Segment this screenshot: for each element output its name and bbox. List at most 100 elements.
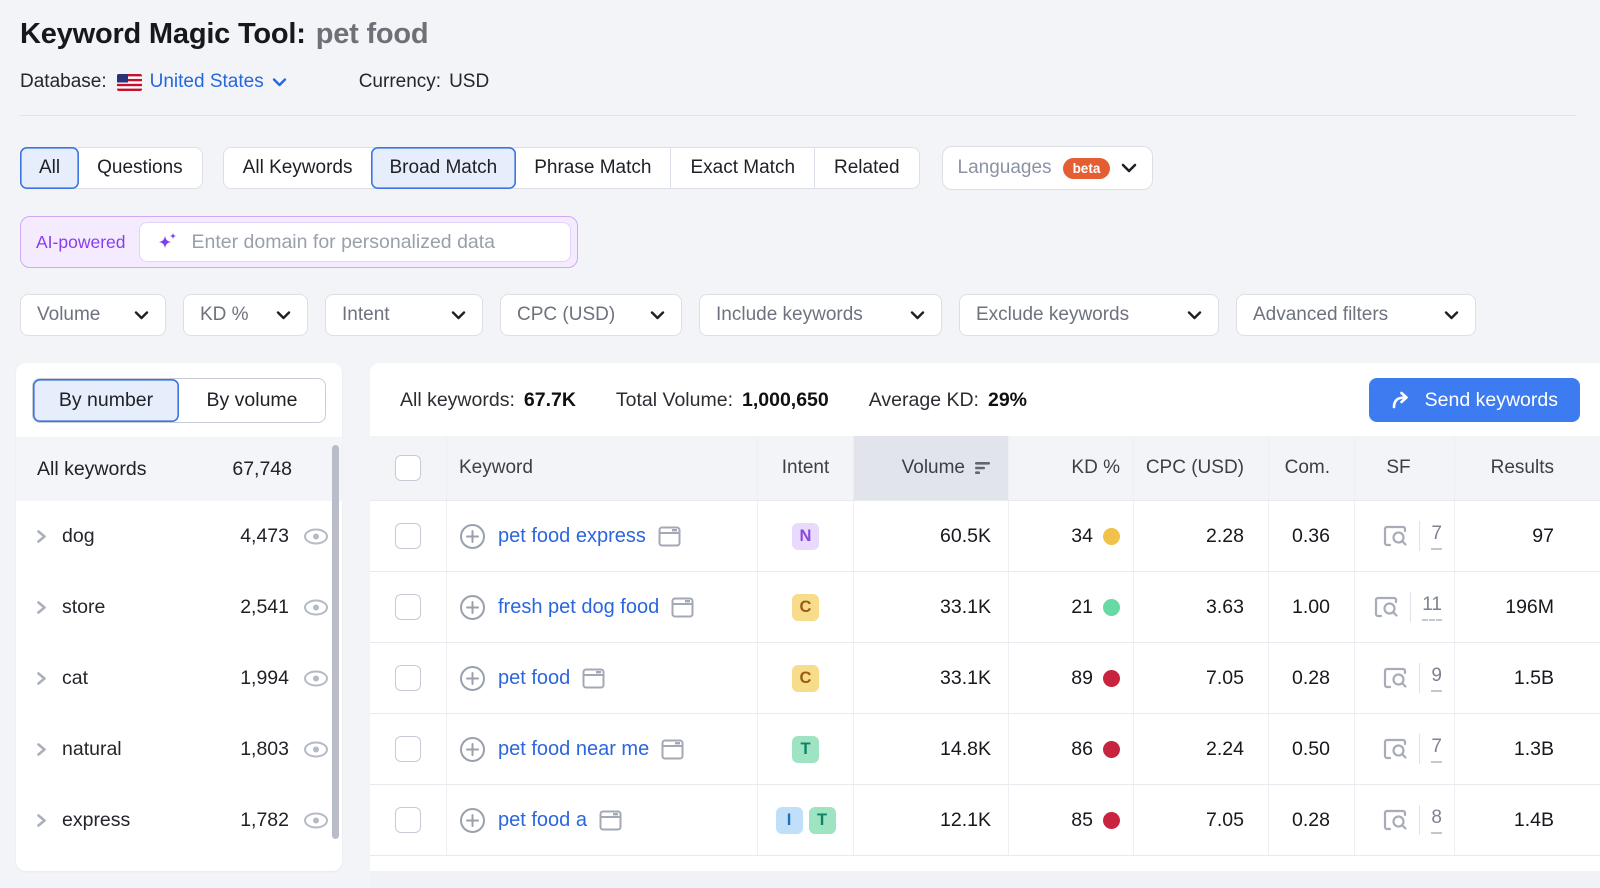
domain-input[interactable] [191, 230, 555, 254]
eye-icon[interactable] [303, 599, 329, 616]
tab-exact-match[interactable]: Exact Match [670, 148, 814, 188]
stat-average-kd-label: Average KD: [868, 388, 979, 411]
chevron-down-icon [910, 310, 925, 320]
kd-value: 86 [1071, 737, 1093, 760]
serp-icon[interactable] [671, 597, 694, 618]
kd-difficulty-dot [1103, 740, 1120, 758]
languages-dropdown[interactable]: Languages beta [941, 146, 1154, 190]
keyword-link[interactable]: pet food express [498, 524, 646, 547]
serp-icon[interactable] [661, 739, 684, 760]
column-volume-sort[interactable]: Volume [853, 436, 1008, 500]
serp-icon[interactable] [658, 526, 681, 547]
sidebar-item-express[interactable]: express 1,782 [16, 785, 342, 856]
exclude-keywords-filter[interactable]: Exclude keywords [959, 294, 1219, 336]
keywords-table-panel: All keywords: 67.7K Total Volume: 1,000,… [370, 363, 1600, 888]
cpc-filter[interactable]: CPC (USD) [500, 294, 682, 336]
serp-analysis-icon[interactable] [1383, 525, 1408, 547]
advanced-filters[interactable]: Advanced filters [1236, 294, 1476, 336]
column-kd: KD % [1008, 436, 1133, 500]
group-count: 2,541 [240, 596, 289, 618]
sidebar-item-store[interactable]: store 2,541 [16, 572, 342, 643]
table-row: pet food express N 60.5K 34 2.28 0.36 7 … [370, 500, 1600, 571]
kd-filter-label: KD % [200, 304, 249, 325]
summary-stats-bar: All keywords: 67.7K Total Volume: 1,000,… [370, 363, 1600, 436]
filters-row: Volume KD % Intent CPC (USD) Include key… [20, 294, 1580, 336]
kd-value: 21 [1071, 595, 1093, 618]
column-volume-label: Volume [901, 457, 965, 478]
database-selector[interactable]: United States [116, 71, 287, 93]
group-label: dog [62, 525, 95, 547]
column-results: Results [1454, 436, 1600, 500]
row-checkbox[interactable] [395, 594, 421, 620]
ai-powered-bar: AI-powered [20, 216, 578, 268]
serp-features-count[interactable]: 7 [1431, 523, 1442, 550]
column-intent: Intent [757, 436, 853, 500]
row-checkbox[interactable] [395, 523, 421, 549]
serp-icon[interactable] [582, 668, 605, 689]
send-keywords-button[interactable]: Send keywords [1368, 378, 1580, 422]
tab-questions[interactable]: Questions [97, 157, 183, 178]
eye-icon[interactable] [303, 528, 329, 545]
row-checkbox[interactable] [395, 665, 421, 691]
serp-analysis-icon[interactable] [1374, 596, 1399, 618]
add-keyword-icon[interactable] [459, 807, 486, 834]
row-checkbox[interactable] [395, 736, 421, 762]
sidebar-item-dog[interactable]: dog 4,473 [16, 501, 342, 572]
keyword-link[interactable]: pet food [498, 666, 571, 689]
volume-value: 33.1K [853, 572, 1008, 642]
row-checkbox[interactable] [395, 807, 421, 833]
by-volume-toggle[interactable]: By volume [206, 389, 298, 411]
tab-phrase-match[interactable]: Phrase Match [534, 157, 652, 178]
cpc-value: 3.63 [1133, 572, 1268, 642]
serp-features-count[interactable]: 9 [1431, 665, 1442, 692]
intent-filter[interactable]: Intent [325, 294, 483, 336]
tab-related[interactable]: Related [814, 148, 919, 188]
forward-arrow-icon [1391, 390, 1413, 410]
keyword-link[interactable]: pet food a [498, 808, 587, 831]
add-keyword-icon[interactable] [459, 594, 486, 621]
serp-icon[interactable] [599, 810, 622, 831]
divider [1419, 521, 1421, 551]
by-number-toggle[interactable]: By number [33, 379, 179, 422]
serp-analysis-icon[interactable] [1383, 809, 1408, 831]
serp-analysis-icon[interactable] [1383, 738, 1408, 760]
sidebar-item-cat[interactable]: cat 1,994 [16, 643, 342, 714]
sidebar-item-natural[interactable]: natural 1,803 [16, 714, 342, 785]
keyword-link[interactable]: fresh pet dog food [498, 595, 660, 618]
eye-icon[interactable] [303, 670, 329, 687]
tab-broad-match[interactable]: Broad Match [370, 147, 517, 189]
include-keywords-filter[interactable]: Include keywords [699, 294, 942, 336]
volume-filter[interactable]: Volume [20, 294, 166, 336]
all-keywords-row[interactable]: All keywords 67,748 [16, 437, 342, 501]
column-sf: SF [1354, 436, 1454, 500]
select-all-checkbox[interactable] [395, 455, 421, 481]
serp-features-count[interactable]: 11 [1422, 594, 1442, 621]
chevron-down-icon [134, 310, 149, 320]
domain-input-box[interactable] [138, 222, 571, 262]
group-label: express [62, 809, 131, 831]
add-keyword-icon[interactable] [459, 665, 486, 692]
page-header: Keyword Magic Tool: pet food Database: Un… [0, 0, 1600, 116]
eye-icon[interactable] [303, 741, 329, 758]
keyword-link[interactable]: pet food near me [498, 737, 650, 760]
chevron-down-icon [1444, 310, 1459, 320]
tab-all-keywords[interactable]: All Keywords [242, 157, 353, 178]
serp-analysis-icon[interactable] [1383, 667, 1408, 689]
sidebar-scrollbar[interactable] [332, 445, 339, 839]
table-row: pet food near me T 14.8K 86 2.24 0.50 7 … [370, 713, 1600, 784]
group-count: 1,803 [240, 738, 289, 760]
ai-powered-label: AI-powered [36, 231, 126, 252]
header-divider [20, 115, 1576, 116]
serp-features-count[interactable]: 8 [1431, 807, 1442, 834]
serp-features-count[interactable]: 7 [1431, 736, 1442, 763]
volume-filter-label: Volume [37, 304, 101, 325]
add-keyword-icon[interactable] [459, 736, 486, 763]
tab-all[interactable]: All [20, 147, 80, 189]
kd-filter[interactable]: KD % [183, 294, 308, 336]
add-keyword-icon[interactable] [459, 523, 486, 550]
intent-badge: C [792, 593, 819, 621]
results-value: 1.3B [1454, 714, 1600, 784]
eye-icon[interactable] [303, 812, 329, 829]
page-title: Keyword Magic Tool: pet food [20, 18, 1576, 51]
kd-value: 85 [1071, 808, 1093, 831]
